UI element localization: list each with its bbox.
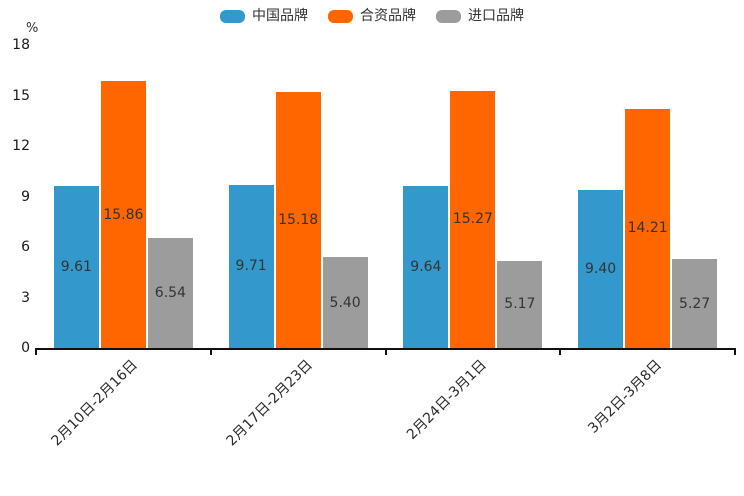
- value-label: 6.54: [154, 284, 186, 301]
- bar-进口品牌-3: [497, 260, 543, 348]
- legend-swatch-icon: [220, 9, 245, 23]
- value-label: 5.17: [504, 296, 536, 313]
- bar-合资品牌-1: [100, 81, 146, 348]
- y-axis-tick-label: 15: [12, 87, 30, 104]
- value-label: 5.40: [329, 294, 361, 311]
- value-label: 15.27: [452, 211, 493, 228]
- y-axis-tick-label: 3: [21, 289, 30, 306]
- y-axis-tick-label: 0: [21, 340, 30, 356]
- y-axis-tick-label: 6: [21, 239, 30, 255]
- x-axis-tick: [384, 348, 387, 355]
- bar-合资品牌-3: [450, 90, 496, 348]
- y-axis-tick-label: 12: [12, 138, 30, 154]
- x-axis-tick: [209, 348, 212, 355]
- value-label: 9.71: [235, 258, 267, 275]
- legend-label: 合资品牌: [360, 8, 416, 24]
- chart-legend: 中国品牌 合资品牌 进口品牌: [0, 8, 744, 24]
- legend-swatch-icon: [328, 9, 353, 23]
- x-axis-category-label: 2月10日-2月16日: [48, 357, 141, 450]
- x-axis-tick: [734, 348, 736, 355]
- value-label: 9.61: [60, 259, 92, 276]
- legend-swatch-icon: [436, 9, 461, 23]
- x-axis-category-label: 2月17日-2月23日: [223, 357, 316, 450]
- x-axis-tick: [559, 348, 562, 355]
- x-axis-category-label: 3月2日-3月8日: [585, 357, 665, 437]
- bar-中国品牌-2: [228, 184, 274, 348]
- bar-合资品牌-4: [625, 108, 671, 348]
- bar-进口品牌-1: [147, 237, 193, 348]
- bar-中国品牌-3: [403, 185, 449, 348]
- y-axis-tick-label: 18: [12, 37, 30, 53]
- value-label: 5.27: [679, 295, 711, 312]
- legend-item-series-1[interactable]: 中国品牌: [220, 8, 308, 24]
- value-label: 15.18: [278, 212, 319, 229]
- bar-中国品牌-4: [578, 189, 624, 348]
- bar-合资品牌-2: [275, 92, 321, 348]
- y-axis-unit-label: %: [26, 21, 39, 36]
- bar-进口品牌-4: [672, 259, 718, 348]
- x-axis-category-label: 2月24日-3月1日: [404, 357, 491, 443]
- value-label: 9.64: [410, 258, 442, 275]
- legend-item-series-2[interactable]: 合资品牌: [328, 8, 416, 24]
- y-axis-tick-label: 9: [21, 188, 30, 205]
- value-label: 15.86: [103, 206, 144, 223]
- value-label: 14.21: [627, 220, 668, 237]
- legend-label: 进口品牌: [468, 8, 524, 24]
- legend-label: 中国品牌: [252, 8, 308, 24]
- x-axis-tick: [35, 348, 37, 355]
- value-label: 9.40: [585, 260, 617, 277]
- bar-中国品牌-1: [53, 186, 99, 348]
- legend-item-series-3[interactable]: 进口品牌: [436, 8, 524, 24]
- bar-进口品牌-2: [322, 257, 368, 348]
